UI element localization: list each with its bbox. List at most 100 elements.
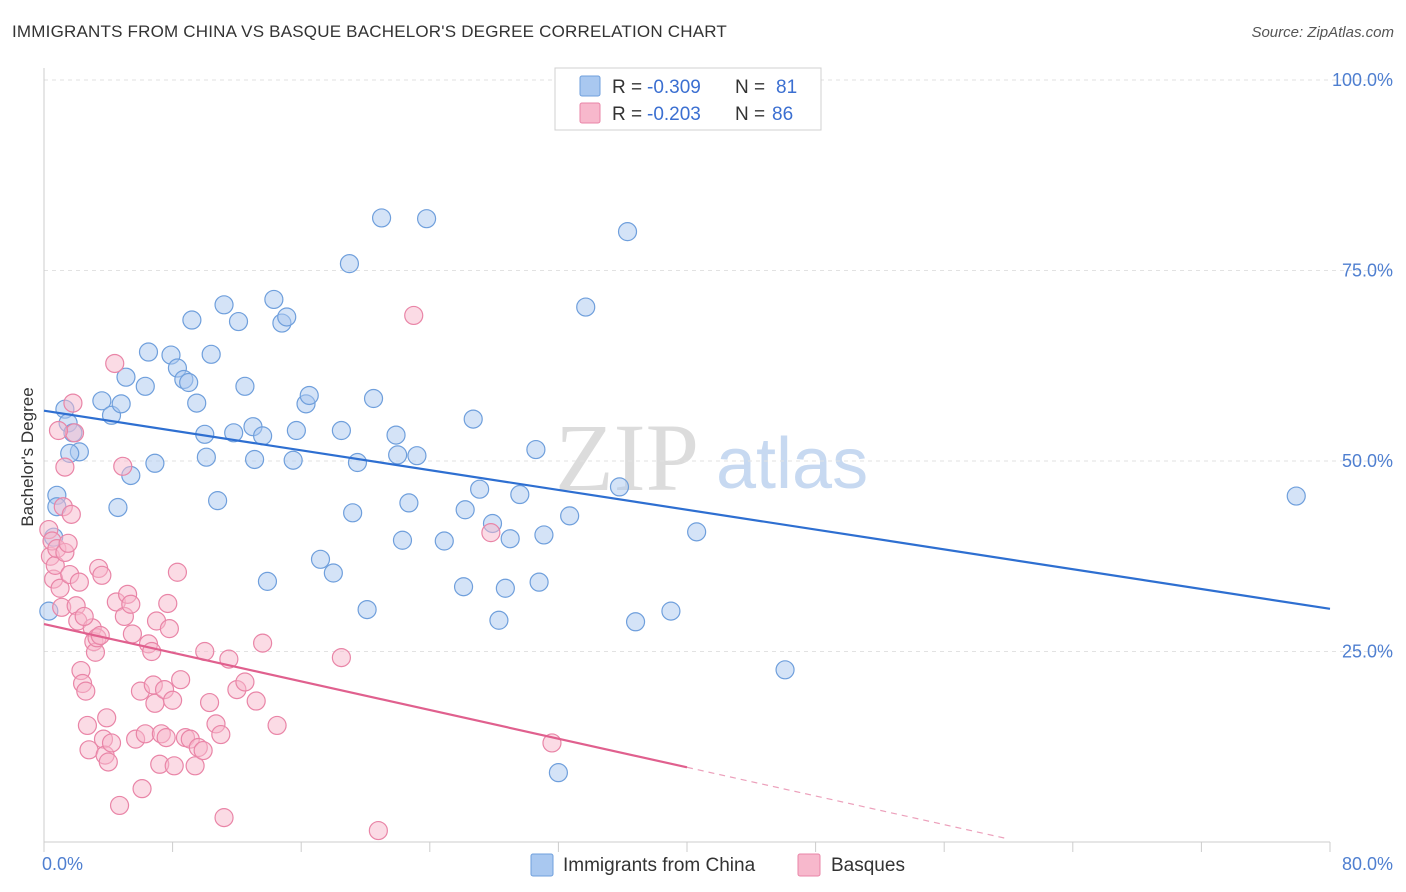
china-point-24: [208, 491, 228, 511]
china-point-55: [434, 531, 454, 551]
china-point-58: [463, 409, 483, 429]
china-point-42: [331, 420, 351, 441]
china-point-76: [775, 660, 795, 680]
basque-point-73: [235, 672, 255, 692]
legend-swatch-basque: [579, 102, 601, 124]
china-point-63: [500, 529, 520, 549]
basque-point-47: [142, 641, 162, 662]
china-point-61: [489, 610, 509, 630]
basque-point-76: [267, 715, 287, 736]
china-point-27: [228, 311, 249, 332]
china-point-48: [371, 208, 392, 228]
china-point-8: [111, 394, 131, 414]
china-point-39: [299, 385, 319, 406]
y-tick-labels: 25.0% 50.0% 75.0% 100.0%: [1332, 70, 1393, 662]
chart-title: IMMIGRANTS FROM CHINA VS BASQUE BACHELOR…: [12, 22, 728, 41]
china-point-35: [277, 307, 297, 327]
trend-lines: [43, 409, 1331, 840]
china-point-33: [264, 289, 284, 310]
bottom-legend-basque-label: Basques: [831, 855, 905, 876]
legend-basque-n-value: 86: [772, 104, 793, 125]
china-point-46: [357, 599, 377, 620]
china-point-77: [1286, 486, 1306, 506]
legend-basque-r-value: -0.203: [647, 104, 701, 125]
legend-china-r-value: -0.309: [647, 77, 701, 98]
trend-line-basque: [43, 622, 688, 769]
china-point-31: [253, 426, 273, 446]
basque-point-40: [121, 594, 141, 614]
basque-point-67: [199, 692, 220, 713]
china-point-56: [453, 577, 474, 597]
watermark-atlas: atlas: [716, 424, 868, 504]
basque-point-6: [50, 578, 70, 598]
basque-point-37: [113, 456, 133, 476]
legend-china-r-label: R =: [612, 77, 642, 98]
china-point-57: [455, 500, 475, 520]
legend-china-n-label: N =: [735, 77, 765, 98]
basque-point-33: [101, 733, 122, 753]
china-point-36: [283, 450, 303, 470]
basque-point-32: [98, 752, 118, 772]
basque-point-31: [97, 708, 117, 728]
source-label: Source: ZipAtlas.com: [1251, 24, 1394, 41]
y-tick-label-3: 100.0%: [1332, 70, 1393, 90]
legend-basque-r-label: R =: [612, 104, 642, 125]
basque-point-60: [171, 670, 191, 690]
legend-china-n-value: 81: [776, 77, 797, 98]
legend-basque-n-label: N =: [735, 104, 765, 125]
china-point-75: [687, 522, 707, 542]
china-point-44: [343, 503, 363, 523]
legend-swatch-china: [579, 75, 601, 97]
basque-point-28: [92, 565, 112, 585]
watermark: ZIP atlas: [555, 404, 868, 511]
china-point-50: [388, 445, 408, 465]
china-point-6: [92, 391, 112, 411]
series-china-points: [39, 208, 1306, 783]
china-point-74: [661, 601, 681, 621]
basque-point-41: [122, 624, 143, 644]
china-point-11: [116, 367, 136, 387]
china-point-14: [145, 453, 165, 473]
series-basque-points: [39, 305, 562, 841]
china-point-12: [135, 376, 155, 396]
china-point-69: [560, 506, 580, 526]
trend-line-basque-extension: [686, 766, 1009, 840]
china-point-49: [386, 425, 406, 445]
y-tick-label-2: 75.0%: [1342, 261, 1393, 281]
china-point-72: [617, 222, 638, 242]
basque-point-14: [64, 423, 85, 443]
basque-point-13: [63, 393, 83, 413]
basque-point-36: [109, 795, 130, 816]
china-point-32: [257, 571, 278, 591]
basque-point-58: [164, 756, 184, 776]
china-point-28: [235, 376, 255, 396]
basque-point-44: [132, 779, 152, 799]
china-point-40: [310, 549, 331, 569]
trend-line-china: [43, 409, 1331, 610]
china-point-23: [201, 344, 221, 364]
china-point-52: [399, 493, 419, 513]
x-tick-label-max: 80.0%: [1342, 854, 1393, 874]
china-point-64: [510, 484, 530, 505]
basque-point-55: [158, 593, 178, 614]
china-point-67: [534, 525, 554, 545]
china-point-54: [416, 209, 437, 229]
basque-point-80: [481, 523, 501, 543]
basque-point-83: [48, 420, 69, 441]
china-point-73: [625, 612, 646, 632]
basque-point-12: [61, 504, 81, 524]
china-point-37: [286, 420, 306, 441]
bottom-legend-swatch-basque: [797, 853, 821, 877]
china-point-65: [526, 439, 546, 460]
bottom-legend-swatch-china: [530, 853, 554, 877]
china-point-9: [108, 497, 128, 518]
china-point-47: [363, 388, 384, 409]
china-point-45: [347, 452, 368, 473]
basque-point-63: [185, 756, 205, 776]
grid-lines: [44, 79, 1392, 652]
legend-bottom: Immigrants from China Basques: [530, 853, 905, 877]
china-point-62: [495, 578, 515, 598]
basque-point-57: [163, 690, 183, 710]
basque-point-45: [135, 724, 155, 744]
